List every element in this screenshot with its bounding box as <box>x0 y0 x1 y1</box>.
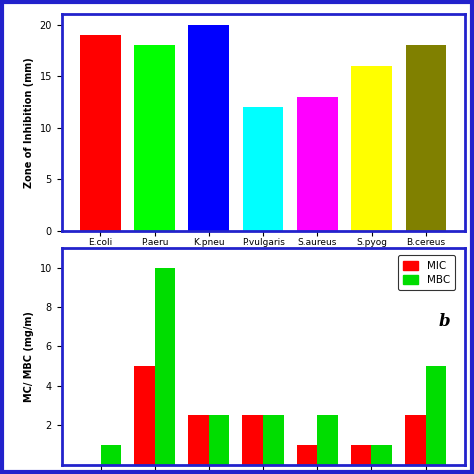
Bar <box>317 415 338 465</box>
Bar <box>134 366 155 465</box>
Bar <box>243 415 263 465</box>
X-axis label: Bacterial zone of inhibition: Bacterial zone of inhibition <box>183 253 343 263</box>
Bar <box>243 107 283 231</box>
Bar <box>405 415 426 465</box>
Legend: MIC, MBC: MIC, MBC <box>398 255 456 291</box>
Bar <box>100 445 121 465</box>
Bar <box>406 45 446 231</box>
Bar <box>134 45 175 231</box>
Y-axis label: Zone of Inhibition (mm): Zone of Inhibition (mm) <box>24 57 34 188</box>
Bar <box>426 366 446 465</box>
Bar <box>297 445 317 465</box>
Bar <box>188 415 209 465</box>
Bar <box>351 445 372 465</box>
Y-axis label: MC/ MBC (mg/m): MC/ MBC (mg/m) <box>24 311 34 401</box>
Bar <box>372 445 392 465</box>
Text: b: b <box>439 313 450 330</box>
Bar <box>80 35 120 231</box>
Bar <box>189 25 229 231</box>
Bar <box>297 97 337 231</box>
Bar <box>351 66 392 231</box>
Bar <box>209 415 229 465</box>
Bar <box>263 415 283 465</box>
Bar <box>155 268 175 465</box>
